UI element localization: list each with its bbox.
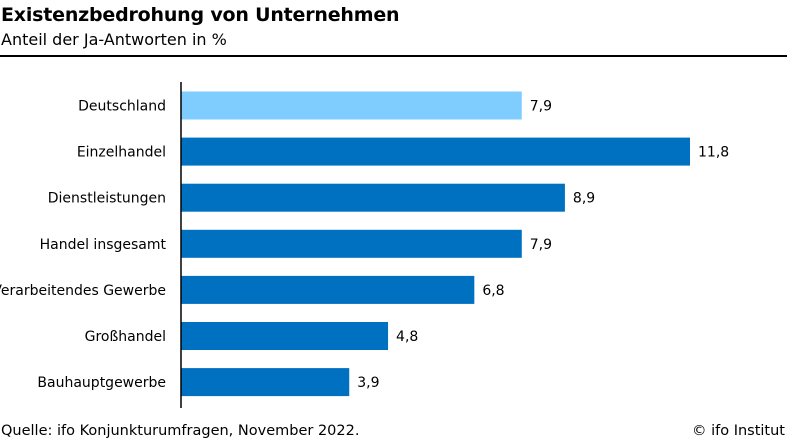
bar [181, 230, 522, 258]
category-label: Handel insgesamt [40, 237, 167, 253]
bar [181, 184, 565, 212]
category-label: Dienstleistungen [48, 191, 166, 207]
category-label: Großhandel [85, 329, 166, 345]
chart-subtitle: Anteil der Ja-Antworten in % [1, 30, 227, 49]
bar [181, 322, 388, 350]
category-label: Deutschland [78, 99, 166, 115]
chart-title: Existenzbedrohung von Unternehmen [1, 4, 399, 26]
bar [181, 276, 474, 304]
bar-chart: Deutschland 7,9 Einzelhandel 11,8 Dienstleis… [0, 72, 787, 412]
header-divider [0, 55, 787, 57]
bar [181, 92, 522, 120]
source-note: Quelle: ifo Konjunkturumfragen, November… [1, 423, 359, 439]
data-label: 11,8 [698, 145, 729, 161]
data-label: 3,9 [357, 375, 379, 391]
category-label: Bauhauptgewerbe [37, 375, 166, 391]
bar [181, 368, 349, 396]
data-label: 4,8 [396, 329, 418, 345]
copyright-credit: © ifo Institut [692, 423, 785, 439]
bar [181, 138, 690, 166]
data-label: 7,9 [530, 99, 552, 115]
data-label: 7,9 [530, 237, 552, 253]
data-label: 8,9 [573, 191, 595, 207]
category-label: Verarbeitendes Gewerbe [0, 283, 166, 299]
data-label: 6,8 [482, 283, 504, 299]
category-label: Einzelhandel [77, 145, 166, 161]
